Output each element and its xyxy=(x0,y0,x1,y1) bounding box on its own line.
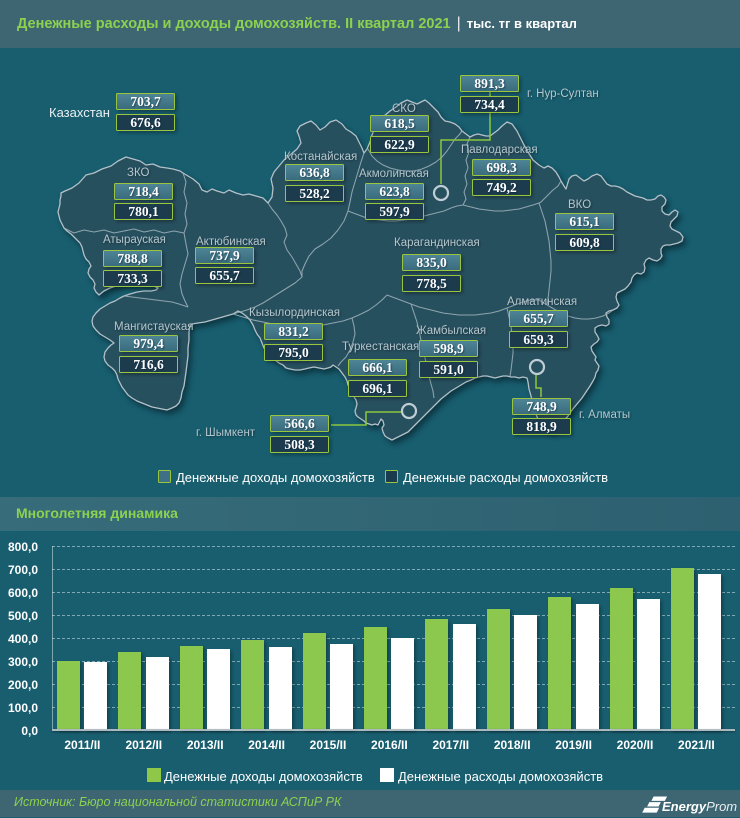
svg-text:EnergyProm: EnergyProm xyxy=(662,799,737,814)
